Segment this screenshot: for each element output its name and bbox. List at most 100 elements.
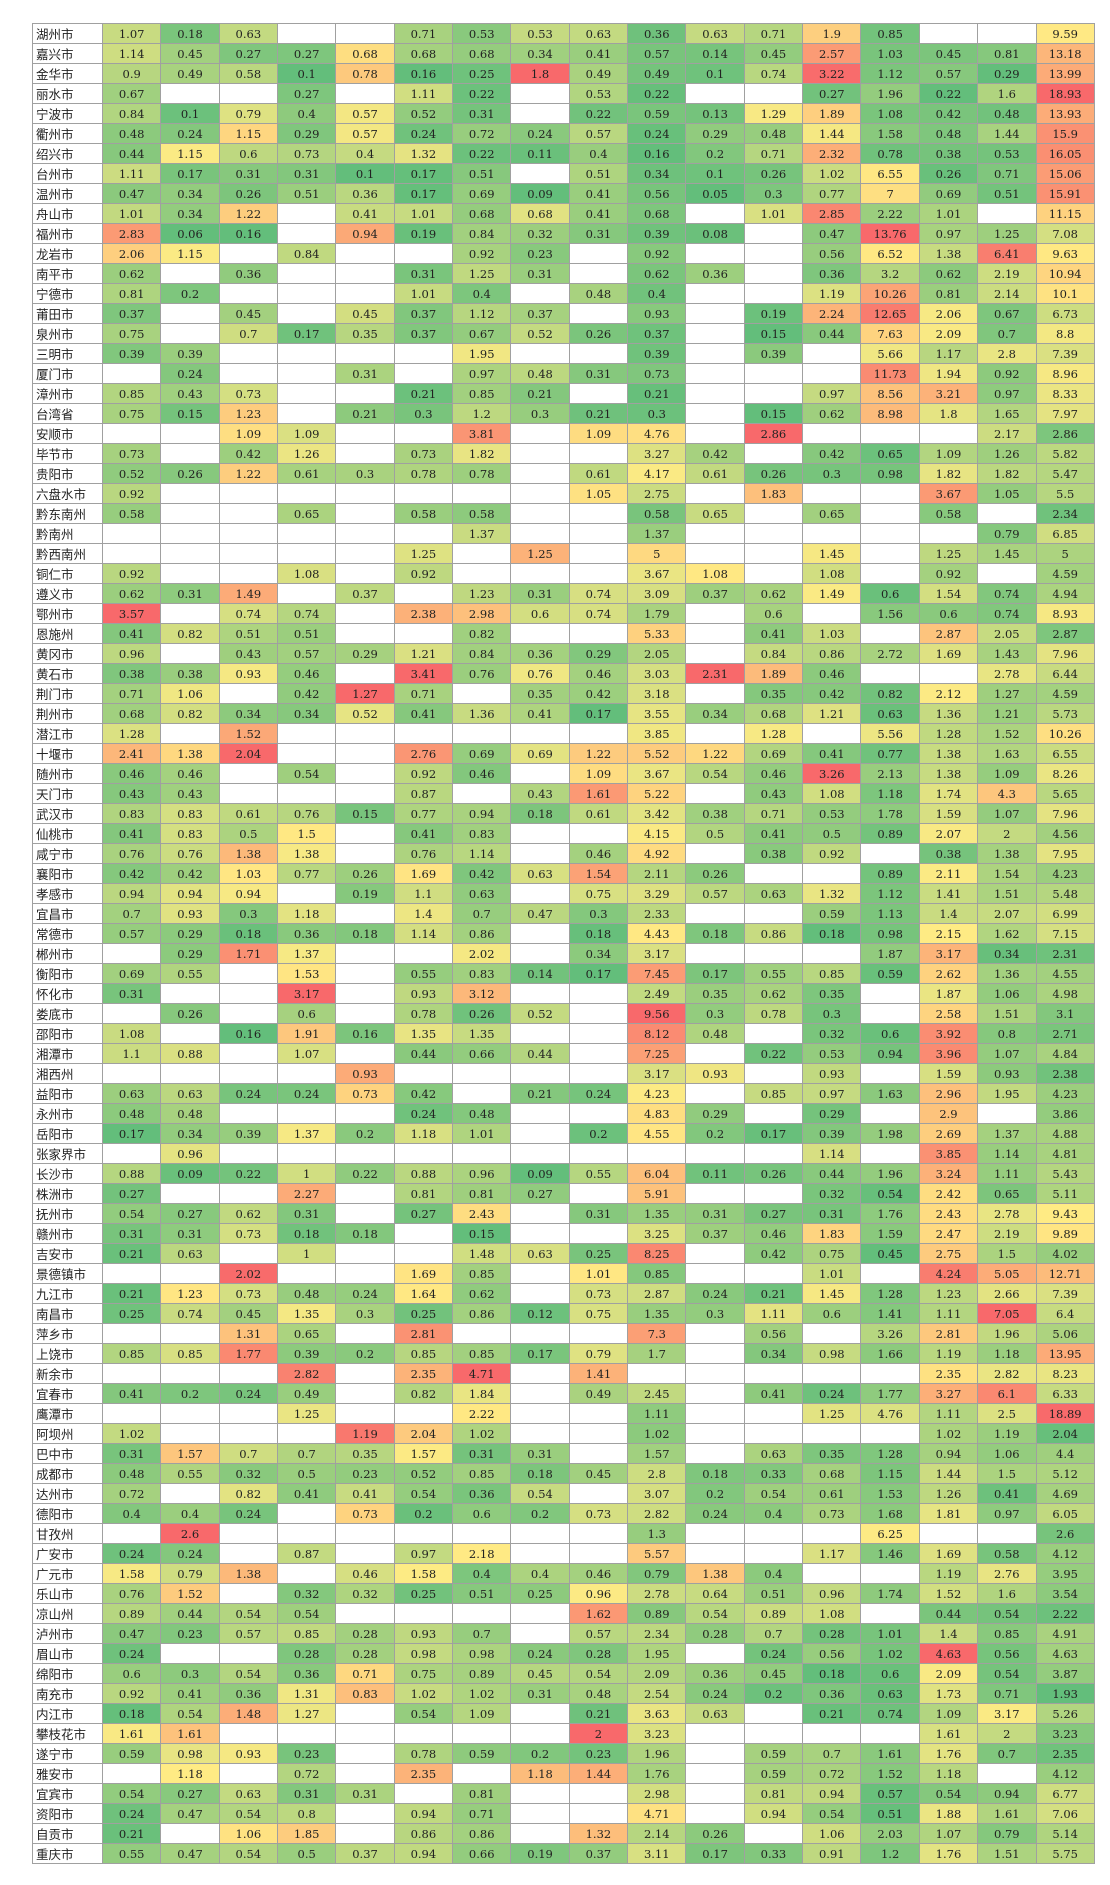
value-cell xyxy=(568,343,629,364)
value-cell: 8.98 xyxy=(860,403,920,424)
value-cell: 1.35 xyxy=(277,1303,337,1324)
value-cell: 15.91 xyxy=(1035,183,1095,204)
value-cell: 1.57 xyxy=(160,1443,220,1464)
value-cell xyxy=(218,503,279,524)
value-cell: 1.15 xyxy=(160,143,220,164)
value-cell xyxy=(510,1023,570,1044)
value-cell: 0.88 xyxy=(160,1043,220,1064)
value-cell: 1.06 xyxy=(160,683,220,704)
value-cell: 0.62 xyxy=(802,403,862,424)
value-cell: 1.28 xyxy=(918,723,979,744)
value-cell xyxy=(510,1723,570,1744)
value-cell: 0.68 xyxy=(802,1463,862,1484)
value-cell xyxy=(860,483,920,504)
value-cell: 0.47 xyxy=(510,903,570,924)
value-cell xyxy=(101,1363,162,1384)
table-row: 衢州市 0.48 0.24 1.15 0.29 0.57 0.24 0.72 0.24 0.57 0… xyxy=(32,123,1095,144)
city-name-cell: 天门市 xyxy=(32,783,103,804)
value-cell: 6.44 xyxy=(1035,663,1095,684)
value-cell: 1.08 xyxy=(101,1023,162,1044)
value-cell: 4.83 xyxy=(627,1103,687,1124)
value-cell: 0.7 xyxy=(743,1623,804,1644)
city-name-cell: 永州市 xyxy=(32,1103,103,1124)
value-cell xyxy=(393,1143,454,1164)
value-cell: 0.24 xyxy=(277,1083,337,1104)
value-cell: 0.83 xyxy=(452,963,512,984)
value-cell: 10.1 xyxy=(1035,283,1095,304)
value-cell: 0.45 xyxy=(743,43,804,64)
value-cell: 0.31 xyxy=(510,1443,570,1464)
value-cell: 1.25 xyxy=(452,263,512,284)
value-cell: 0.59 xyxy=(101,1743,162,1764)
value-cell: 0.27 xyxy=(393,1203,454,1224)
value-cell: 0.92 xyxy=(452,243,512,264)
value-cell xyxy=(335,343,395,364)
value-cell xyxy=(277,1103,337,1124)
value-cell: 2.04 xyxy=(218,743,279,764)
table-row: 达州市 0.72 0.82 0.41 0.41 0.54 0.36 0.54 3.07 0.2 0.… xyxy=(32,1483,1095,1504)
value-cell xyxy=(743,443,804,464)
value-cell: 0.6 xyxy=(218,143,279,164)
value-cell xyxy=(743,1543,804,1564)
value-cell: 2.75 xyxy=(627,483,687,504)
value-cell: 0.37 xyxy=(685,1223,745,1244)
value-cell xyxy=(918,523,979,544)
value-cell: 0.26 xyxy=(743,463,804,484)
value-cell xyxy=(335,523,395,544)
city-name-cell: 邵阳市 xyxy=(32,1023,103,1044)
value-cell xyxy=(510,1423,570,1444)
value-cell: 0.59 xyxy=(743,1763,804,1784)
value-cell xyxy=(568,1183,629,1204)
value-cell xyxy=(977,503,1037,524)
table-row: 铜仁市 0.92 1.08 0.92 3.67 1.08 1.08 0.92 4.59 xyxy=(32,563,1095,584)
value-cell: 1.52 xyxy=(918,1583,979,1604)
city-name-cell: 株洲市 xyxy=(32,1183,103,1204)
city-name-cell: 郴州市 xyxy=(32,943,103,964)
value-cell xyxy=(160,83,220,104)
value-cell xyxy=(277,1503,337,1524)
table-row: 遂宁市 0.59 0.98 0.93 0.23 0.78 0.59 0.2 0.23 1.96 0.… xyxy=(32,1743,1095,1764)
value-cell: 3.27 xyxy=(627,443,687,464)
city-name-cell: 巴中市 xyxy=(32,1443,103,1464)
value-cell: 1.23 xyxy=(918,1283,979,1304)
value-cell: 0.68 xyxy=(101,703,162,724)
value-cell: 0.68 xyxy=(510,203,570,224)
value-cell: 4.55 xyxy=(627,1123,687,1144)
value-cell: 0.74 xyxy=(568,603,629,624)
value-cell xyxy=(218,983,279,1004)
value-cell: 1.59 xyxy=(918,1063,979,1084)
value-cell: 1.15 xyxy=(860,1463,920,1484)
value-cell xyxy=(802,1423,862,1444)
value-cell: 7.3 xyxy=(627,1323,687,1344)
city-name-cell: 泸州市 xyxy=(32,1623,103,1644)
city-name-cell: 凉山州 xyxy=(32,1603,103,1624)
value-cell: 0.86 xyxy=(452,1823,512,1844)
value-cell: 0.22 xyxy=(918,83,979,104)
value-cell: 2.27 xyxy=(277,1183,337,1204)
value-cell: 0.79 xyxy=(627,1563,687,1584)
value-cell: 0.24 xyxy=(218,1503,279,1524)
value-cell xyxy=(510,423,570,444)
value-cell: 2.72 xyxy=(860,643,920,664)
value-cell: 0.74 xyxy=(160,1303,220,1324)
value-cell: 1.31 xyxy=(218,1323,279,1344)
value-cell: 0.57 xyxy=(277,643,337,664)
value-cell xyxy=(218,1103,279,1124)
value-cell: 4.63 xyxy=(918,1643,979,1664)
value-cell xyxy=(277,363,337,384)
value-cell: 0.9 xyxy=(101,63,162,84)
city-name-cell: 乐山市 xyxy=(32,1583,103,1604)
value-cell: 0.48 xyxy=(568,1683,629,1704)
value-cell xyxy=(510,723,570,744)
value-cell xyxy=(860,1103,920,1124)
value-cell: 0.26 xyxy=(685,863,745,884)
value-cell: 0.32 xyxy=(510,223,570,244)
value-cell xyxy=(160,1403,220,1424)
value-cell: 0.46 xyxy=(743,1223,804,1244)
value-cell xyxy=(802,1363,862,1384)
table-row: 鄂州市 3.57 0.74 0.74 2.38 2.98 0.6 0.74 1.79 0.6 1.5… xyxy=(32,603,1095,624)
value-cell: 6.1 xyxy=(977,1383,1037,1404)
value-cell: 4.02 xyxy=(1035,1243,1095,1264)
table-row: 成都市 0.48 0.55 0.32 0.5 0.23 0.52 0.85 0.18 0.45 2.… xyxy=(32,1463,1095,1484)
city-name-cell: 恩施州 xyxy=(32,623,103,644)
